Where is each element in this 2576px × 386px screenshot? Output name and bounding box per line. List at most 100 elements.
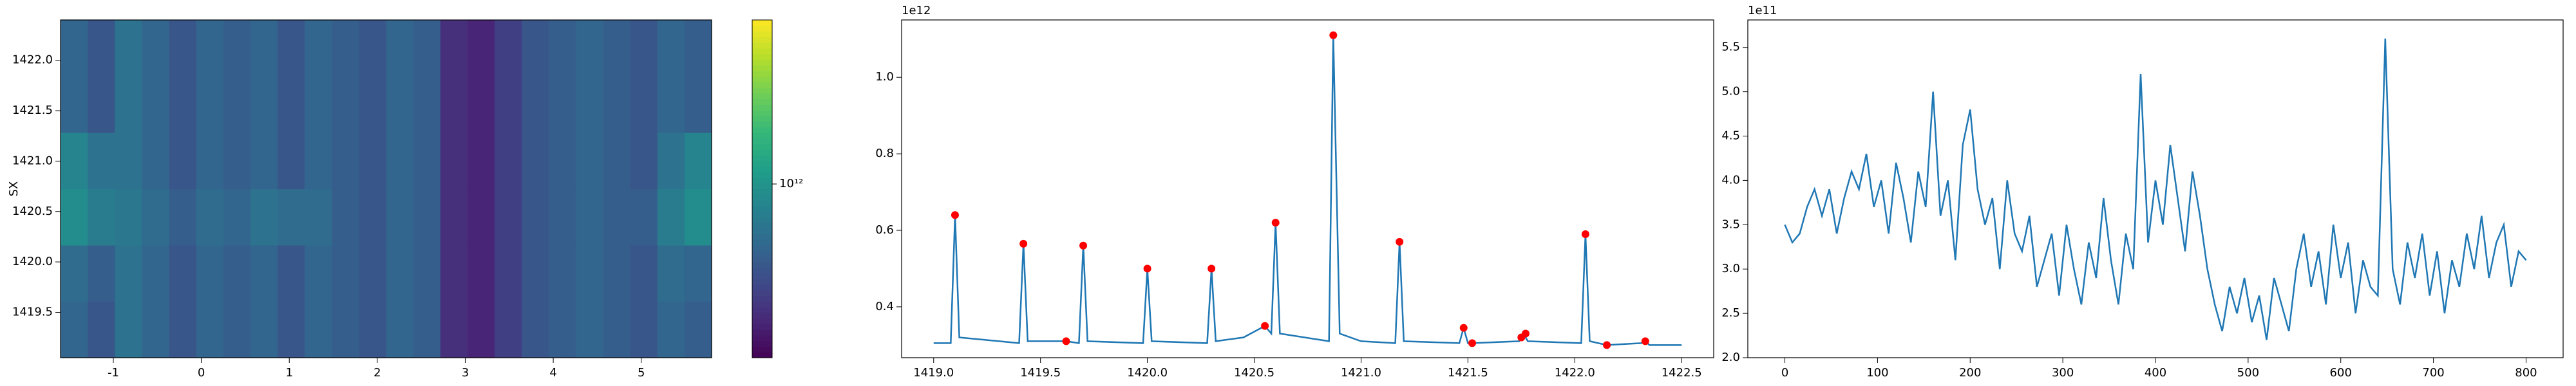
x-tick-label: 4 (549, 366, 556, 380)
heatmap-cell (549, 133, 576, 190)
x-tick-label: 1421.0 (1341, 366, 1381, 380)
heatmap-cell (359, 301, 387, 358)
heatmap-cell (61, 188, 88, 246)
heatmap-cell (467, 188, 495, 246)
colorbar-slice (752, 160, 772, 167)
colorbar-slice (752, 59, 772, 66)
heatmap-cell (196, 20, 224, 77)
heatmap-cell (250, 133, 278, 190)
colorbar-slice (752, 149, 772, 156)
colorbar-slice (752, 48, 772, 55)
heatmap-cell (278, 76, 305, 133)
colorbar-slice (752, 223, 772, 229)
colorbar-slice (752, 273, 772, 280)
colorbar-slice (752, 98, 772, 105)
heatmap-cell (88, 20, 115, 77)
colorbar-slice (752, 20, 772, 26)
colorbar-slice (752, 65, 772, 71)
heatmap-cell (576, 188, 604, 246)
y-tick-label: 4.0 (1721, 173, 1740, 187)
heatmap-cell (549, 188, 576, 246)
heatmap-cell (413, 301, 441, 358)
heatmap-cell (332, 245, 359, 302)
x-tick-label: -1 (108, 366, 119, 380)
heatmap-cell (603, 188, 631, 246)
heatmap-cell (576, 76, 604, 133)
heatmap-cell (196, 76, 224, 133)
colorbar-slice (752, 200, 772, 207)
heatmap-cell (359, 245, 387, 302)
colorbar-slice (752, 307, 772, 313)
heatmap-cell (413, 188, 441, 246)
heatmap-cell (657, 76, 685, 133)
heatmap-cell (115, 245, 142, 302)
heatmap-cell (250, 245, 278, 302)
heatmap-cell (440, 245, 468, 302)
x-tick-label: 5 (638, 366, 645, 380)
heatmap-cell (169, 20, 197, 77)
colorbar-slice (752, 194, 772, 201)
y-tick-label: 1.0 (875, 70, 894, 84)
colorbar-slice (752, 138, 772, 145)
heatmap-cell (603, 301, 631, 358)
x-tick-label: 500 (2237, 366, 2259, 380)
heatmap-cell (684, 188, 712, 246)
heatmap-cell (359, 133, 387, 190)
heatmap-cell (278, 188, 305, 246)
heatmap-cell (413, 76, 441, 133)
heatmap-cell (684, 301, 712, 358)
heatmap-cell (386, 301, 414, 358)
colorbar-slice (752, 133, 772, 139)
heatmap-cell (413, 20, 441, 77)
heatmap-cell (61, 76, 88, 133)
heatmap-cell (522, 188, 549, 246)
colorbar-slice (752, 121, 772, 127)
heatmap-cell (576, 20, 604, 77)
heatmap-cell (440, 301, 468, 358)
heatmap-cell (684, 20, 712, 77)
peak-marker (1459, 324, 1468, 332)
colorbar-slice (752, 82, 772, 88)
colorbar-slice (752, 104, 772, 111)
heatmap-cell (386, 188, 414, 246)
x-tick-label: 0 (1781, 366, 1788, 380)
x-tick-label: 0 (198, 366, 205, 380)
heatmap-cell (115, 20, 142, 77)
colorbar-slice (752, 313, 772, 319)
x-tick-label: 1 (285, 366, 292, 380)
colorbar-slice (752, 143, 772, 150)
heatmap-cell (495, 245, 522, 302)
colorbar-slice (752, 239, 772, 246)
heatmap-cell (549, 20, 576, 77)
heatmap-cell (495, 188, 522, 246)
colorbar-slice (752, 290, 772, 297)
heatmap-cell (88, 133, 115, 190)
heatmap-cell (522, 76, 549, 133)
y-tick-label: 1422.0 (12, 53, 53, 67)
heatmap-cell (169, 188, 197, 246)
heatmap-cell (115, 301, 142, 358)
y-tick-label: 4.5 (1721, 129, 1740, 143)
peak-marker (1521, 329, 1530, 338)
colorbar-slice (752, 70, 772, 77)
heatmap-cell (250, 301, 278, 358)
x-tick-label: 3 (462, 366, 469, 380)
heatmap-cell (386, 76, 414, 133)
heatmap-cell (88, 76, 115, 133)
x-tick-label: 1421.5 (1448, 366, 1488, 380)
colorbar-slice (752, 87, 772, 94)
x-tick-label: 800 (2515, 366, 2537, 380)
heatmap-cell (142, 188, 170, 246)
y-tick-label: 5.0 (1721, 85, 1740, 98)
heatmap-cell (196, 245, 224, 302)
heatmap-cell (250, 188, 278, 246)
heatmap-cell (359, 188, 387, 246)
colorbar-slice (752, 166, 772, 172)
colorbar-slice (752, 93, 772, 100)
line-series (933, 35, 1682, 346)
colorbar-slice (752, 127, 772, 133)
heatmap-cell (61, 301, 88, 358)
colorbar-slice (752, 284, 772, 291)
heatmap-cell (250, 76, 278, 133)
colorbar-slice (752, 318, 772, 325)
